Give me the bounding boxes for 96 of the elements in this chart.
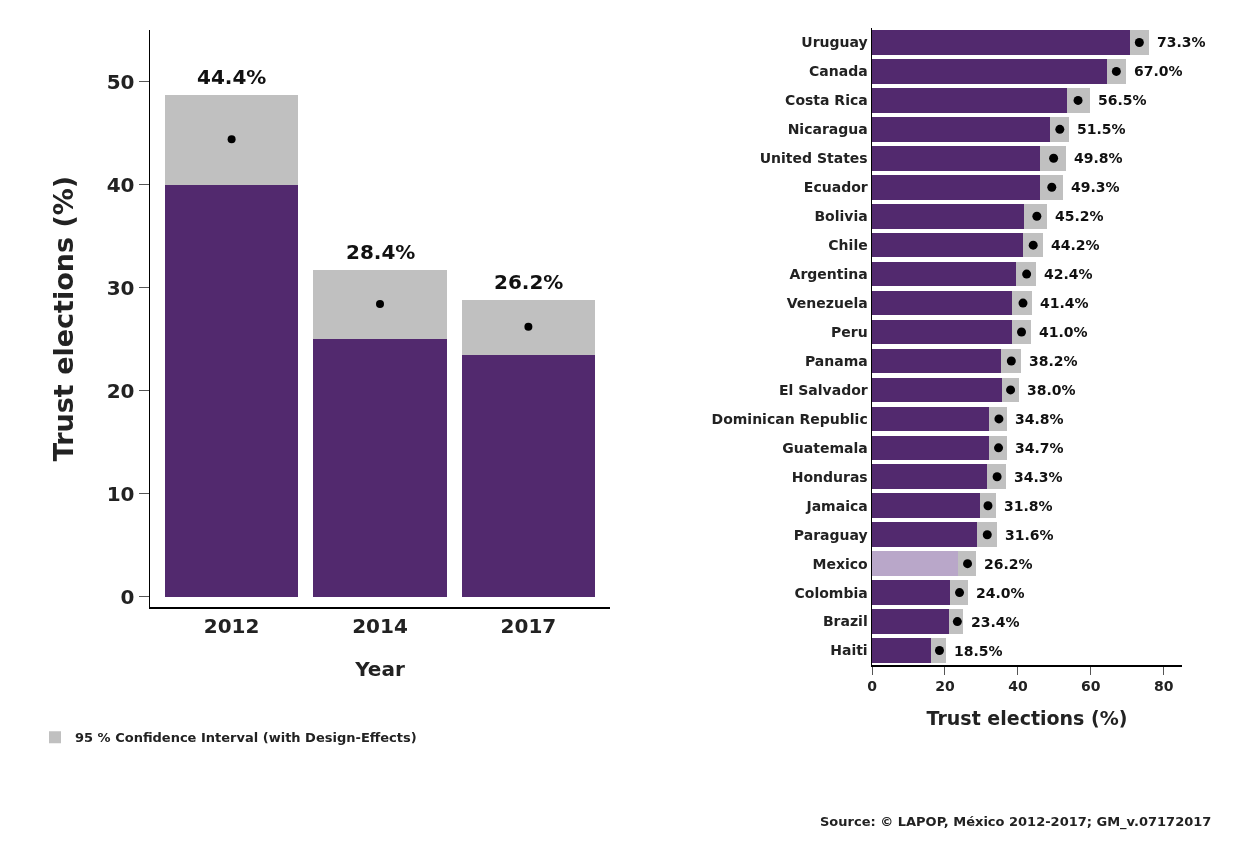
data-label: 34.8% xyxy=(1015,411,1064,427)
data-label: 51.5% xyxy=(1077,121,1126,137)
x-axis-title: Trust elections (%) xyxy=(926,706,1128,729)
x-tick-label: 2012 xyxy=(203,613,260,638)
bar xyxy=(313,339,447,597)
data-label: 44.2% xyxy=(1051,237,1100,253)
point xyxy=(227,135,236,144)
bar xyxy=(461,354,596,597)
y-axis-title: Trust elections (%) xyxy=(47,175,79,462)
data-label: 26.2% xyxy=(984,556,1033,572)
x-tick-label: 2014 xyxy=(352,613,408,638)
y-tick-label: Ecuador xyxy=(803,179,868,196)
y-tick-label: Costa Rica xyxy=(785,92,868,109)
bar xyxy=(872,203,1025,229)
data-label: 44.4% xyxy=(197,65,267,89)
data-label: 28.4% xyxy=(346,240,416,264)
data-label: 26.2% xyxy=(494,270,564,294)
bar xyxy=(872,145,1041,171)
x-tick-label: 40 xyxy=(1008,678,1028,695)
y-tick-label: Haiti xyxy=(830,642,868,659)
y-tick-label: Paraguay xyxy=(793,526,868,543)
bar xyxy=(872,551,959,576)
data-label: 34.7% xyxy=(1015,440,1064,456)
bar xyxy=(872,406,990,432)
legend-label: 95 % Confidence Interval (with Design-Effects) xyxy=(75,730,417,746)
y-tick-label: Peru xyxy=(831,323,868,340)
y-tick-label: Mexico xyxy=(812,555,869,572)
y-tick-label: 0 xyxy=(120,584,135,609)
bar xyxy=(872,464,987,490)
y-tick-label: Jamaica xyxy=(805,497,868,514)
y-tick-label: 40 xyxy=(106,172,135,197)
data-label: 42.4% xyxy=(1044,266,1093,282)
y-tick-label: Colombia xyxy=(794,584,868,601)
y-tick-label: Canada xyxy=(809,63,868,80)
bar xyxy=(164,184,299,597)
bar xyxy=(872,435,989,461)
bar xyxy=(872,88,1068,113)
y-tick-label: Chile xyxy=(828,237,868,254)
bar xyxy=(872,319,1013,345)
bar xyxy=(872,117,1050,142)
point xyxy=(376,300,384,309)
data-label: 49.8% xyxy=(1074,150,1123,166)
bar xyxy=(872,232,1023,258)
bar xyxy=(872,638,932,663)
y-tick-label: Uruguay xyxy=(801,34,868,51)
y-tick-label: Argentina xyxy=(789,266,868,283)
y-tick-label: 30 xyxy=(106,275,135,300)
data-label: 56.5% xyxy=(1098,92,1147,108)
y-tick-label: 20 xyxy=(106,378,135,403)
y-tick-label: 10 xyxy=(106,481,135,506)
data-label: 31.6% xyxy=(1005,527,1054,543)
source-note: Source: © LAPOP, México 2012-2017; GM_v.07172017 xyxy=(820,814,1212,830)
bar xyxy=(313,270,447,340)
data-label: 41.4% xyxy=(1040,295,1089,311)
data-label: 67.0% xyxy=(1134,63,1183,79)
data-label: 45.2% xyxy=(1055,208,1104,224)
data-label: 73.3% xyxy=(1157,34,1206,50)
y-tick-label: Guatemala xyxy=(782,439,868,456)
data-label: 31.8% xyxy=(1004,498,1053,514)
data-label: 34.3% xyxy=(1014,469,1063,485)
bar xyxy=(872,30,1130,55)
y-tick-label: El Salvador xyxy=(779,381,868,398)
x-axis-title: Year xyxy=(354,656,405,681)
x-tick-label: 20 xyxy=(935,678,955,695)
y-tick-label: Dominican Republic xyxy=(711,410,868,427)
bar xyxy=(872,580,951,605)
y-tick-label: United States xyxy=(759,150,868,167)
data-label: 24.0% xyxy=(976,585,1025,601)
bar xyxy=(164,94,299,185)
bar xyxy=(872,377,1002,403)
y-tick-label: Nicaragua xyxy=(787,121,868,138)
y-tick-label: 50 xyxy=(106,69,135,94)
bar xyxy=(872,59,1108,84)
data-label: 41.0% xyxy=(1039,324,1088,340)
data-label: 18.5% xyxy=(954,643,1003,659)
data-label: 38.0% xyxy=(1027,382,1076,398)
bar xyxy=(872,609,950,634)
x-tick-label: 2017 xyxy=(500,613,557,638)
bar xyxy=(461,299,596,355)
bar xyxy=(872,290,1013,316)
bar xyxy=(872,261,1017,287)
bar xyxy=(872,522,978,548)
point xyxy=(524,322,533,331)
bar xyxy=(872,493,980,519)
data-label: 49.3% xyxy=(1071,179,1120,195)
y-tick-label: Brazil xyxy=(822,613,868,630)
x-tick-label: 80 xyxy=(1154,678,1174,695)
bar xyxy=(872,348,1001,374)
y-tick-label: Panama xyxy=(804,352,868,369)
x-tick-label: 60 xyxy=(1081,678,1101,695)
y-tick-label: Venezuela xyxy=(786,294,868,311)
data-label: 38.2% xyxy=(1029,353,1078,369)
y-tick-label: Honduras xyxy=(791,468,868,485)
y-tick-label: Bolivia xyxy=(814,208,868,225)
bar xyxy=(872,174,1041,200)
data-label: 23.4% xyxy=(971,614,1020,630)
